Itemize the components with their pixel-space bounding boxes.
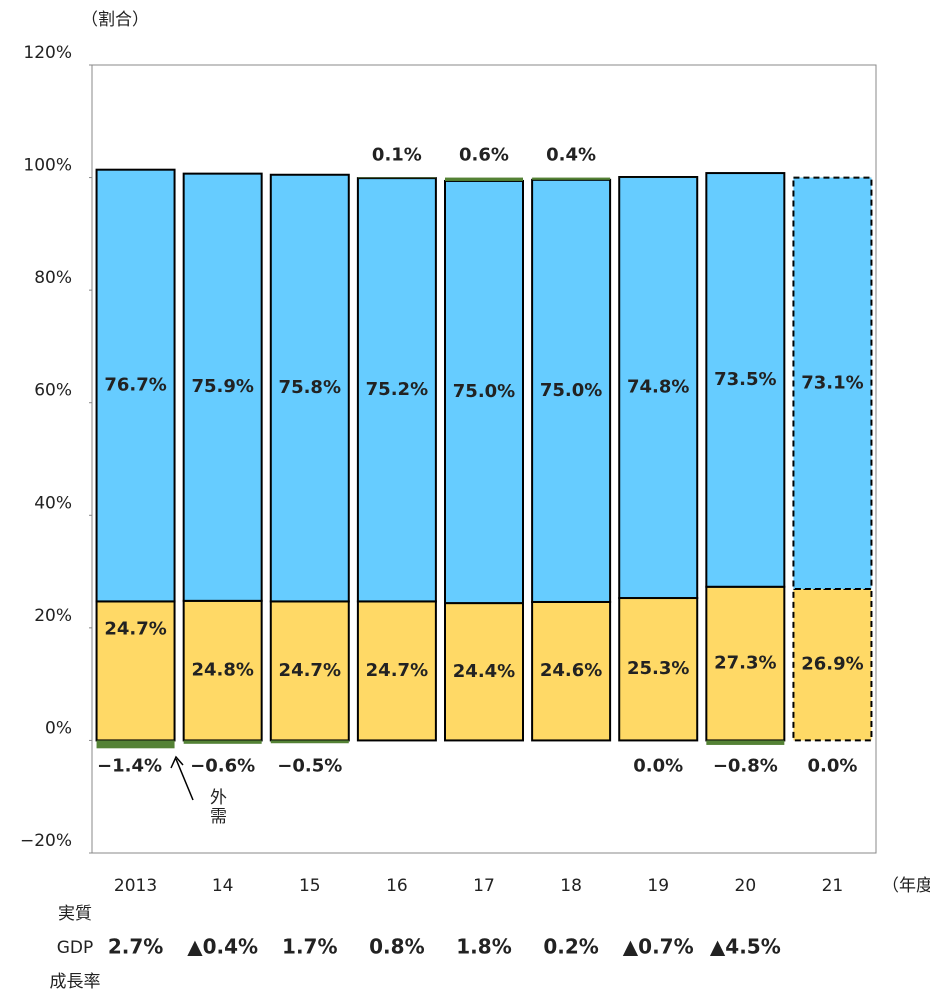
y-tick-label: 40% <box>34 493 72 513</box>
y-axis-label: （割合） <box>81 10 149 30</box>
bar-segment <box>182 172 263 602</box>
data-label: 24.7% <box>366 660 428 681</box>
series-label: 外需 <box>206 788 227 826</box>
data-label: 27.3% <box>714 653 776 674</box>
y-tick-label: 60% <box>34 381 72 401</box>
bar-segment <box>531 178 612 603</box>
data-label: 24.6% <box>540 660 602 681</box>
data-label: 73.1% <box>801 372 863 393</box>
bar-segment <box>269 173 350 603</box>
bar-segment <box>183 740 262 744</box>
y-tick-label: 120% <box>23 43 72 63</box>
y-tick-label: −20% <box>20 831 72 851</box>
x-tick-label: 14 <box>212 876 234 896</box>
x-tick-label: 17 <box>473 876 495 896</box>
data-label: 75.9% <box>191 376 253 397</box>
data-label: 75.0% <box>540 380 602 401</box>
bar-segment <box>792 176 873 591</box>
bar-segment <box>357 177 436 179</box>
x-tick-label: 2013 <box>114 876 157 896</box>
gdp-label: GDP <box>57 938 94 958</box>
gdp-value: ▲4.5% <box>710 935 781 959</box>
y-tick-label: 100% <box>23 156 72 176</box>
data-label: −0.6% <box>190 755 255 776</box>
gdp-value: ▲0.4% <box>187 935 258 959</box>
bar-segment <box>705 172 786 588</box>
data-label: −1.4% <box>97 755 162 776</box>
bar-segment <box>444 179 524 605</box>
data-label: 25.3% <box>627 658 689 679</box>
data-label: 0.6% <box>459 145 509 166</box>
data-label: 24.8% <box>191 660 253 681</box>
bar-segment <box>531 600 612 742</box>
bar-segment <box>356 177 437 603</box>
data-label: 75.2% <box>366 379 428 400</box>
data-label: 24.4% <box>453 661 515 682</box>
data-label: 26.9% <box>801 654 863 675</box>
y-tick-label: 0% <box>45 718 72 738</box>
bar-segment <box>705 585 786 742</box>
data-label: 24.7% <box>104 618 166 639</box>
y-tick-label: 20% <box>34 606 72 626</box>
bar-segment <box>269 600 350 742</box>
data-label: 0.1% <box>372 145 422 166</box>
data-label: 75.8% <box>279 377 341 398</box>
data-label: −0.8% <box>713 755 778 776</box>
x-tick-label: 16 <box>386 876 408 896</box>
data-label: 0.4% <box>546 145 596 166</box>
bar-segment <box>95 168 176 603</box>
data-label: −0.5% <box>277 755 342 776</box>
gdp-value: 0.8% <box>369 935 424 959</box>
bar-segment <box>532 177 611 180</box>
data-label: 0.0% <box>807 755 857 776</box>
x-tick-label: 20 <box>735 876 757 896</box>
data-label: 24.7% <box>279 660 341 681</box>
x-tick-label: 19 <box>647 876 669 896</box>
gdp-value: 1.8% <box>456 935 511 959</box>
x-tick-label: 21 <box>822 876 844 896</box>
arrow-head <box>170 755 184 769</box>
plot-frame <box>91 64 877 854</box>
gdp-value: 2.7% <box>108 935 163 959</box>
bar-segment <box>618 597 699 742</box>
gdp-value: ▲0.7% <box>623 935 694 959</box>
bar-segment <box>96 740 175 749</box>
x-tick-label: 15 <box>299 876 321 896</box>
y-tick-label: 80% <box>34 268 72 288</box>
data-label: 0.0% <box>633 755 683 776</box>
bar-segment <box>270 740 349 744</box>
bar-segment <box>618 176 699 600</box>
data-label: 73.5% <box>714 369 776 390</box>
data-label: 76.7% <box>104 375 166 396</box>
x-tick-label: 18 <box>560 876 582 896</box>
gdp-value: 0.2% <box>543 935 598 959</box>
x-axis-label: （年度） <box>882 876 930 896</box>
bar-segment <box>706 740 785 745</box>
gdp-value: 1.7% <box>282 935 337 959</box>
bar-segment <box>444 602 524 742</box>
bar-segment <box>445 177 523 181</box>
bar-segment <box>792 588 873 742</box>
gdp-label: 成長率 <box>50 972 101 991</box>
arrow <box>175 758 194 801</box>
gdp-label: 実質 <box>58 904 92 924</box>
data-label: 74.8% <box>627 377 689 398</box>
data-label: 75.0% <box>453 381 515 402</box>
